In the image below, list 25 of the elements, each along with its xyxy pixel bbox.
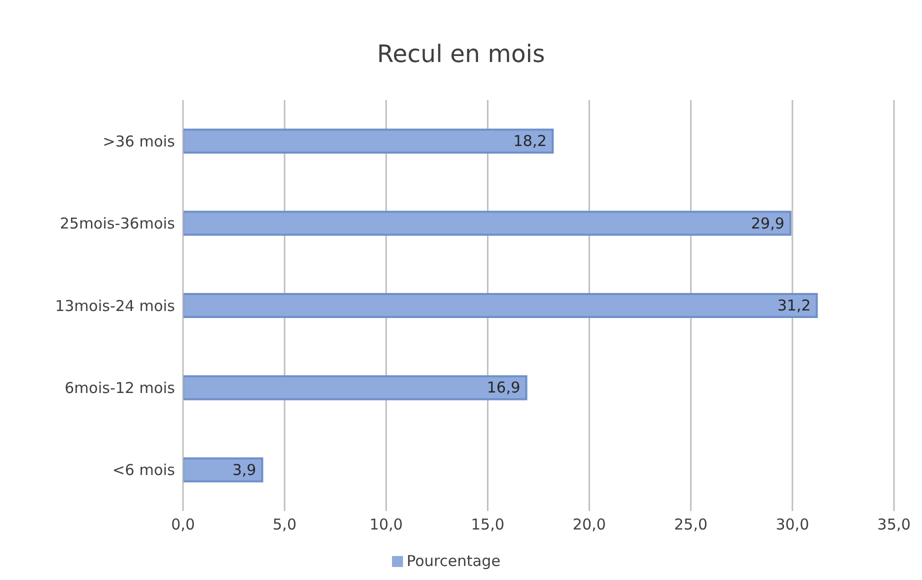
x-tick-label: 10,0 <box>369 516 403 534</box>
x-tick-label: 25,0 <box>674 516 708 534</box>
bar <box>183 128 554 154</box>
y-tick-label: >36 mois <box>102 132 176 150</box>
bar <box>183 210 792 236</box>
y-tick-label: 25mois-36mois <box>60 214 176 233</box>
x-tick-label: 20,0 <box>572 516 606 534</box>
legend-label: Pourcentage <box>406 552 500 570</box>
data-label: 16,9 <box>486 378 520 397</box>
x-tick-label: 0,0 <box>171 516 195 534</box>
data-label: 31,2 <box>777 296 811 314</box>
bar <box>183 292 818 318</box>
data-label: 29,9 <box>750 214 784 232</box>
x-tick-label: 5,0 <box>272 516 296 534</box>
x-tick-label: 35,0 <box>877 516 911 534</box>
data-label: 3,9 <box>232 460 256 479</box>
data-label: 18,2 <box>513 132 547 150</box>
y-tick-label: <6 mois <box>112 461 176 480</box>
bar <box>183 375 528 400</box>
chart-title: Recul en mois <box>376 39 546 70</box>
y-tick-label: 6mois-12 mois <box>64 379 176 398</box>
x-tick-label: 15,0 <box>471 516 504 534</box>
bar <box>183 457 264 482</box>
x-tick-label: 30,0 <box>776 516 810 534</box>
y-tick-label: 13mois-24 mois <box>55 296 176 315</box>
